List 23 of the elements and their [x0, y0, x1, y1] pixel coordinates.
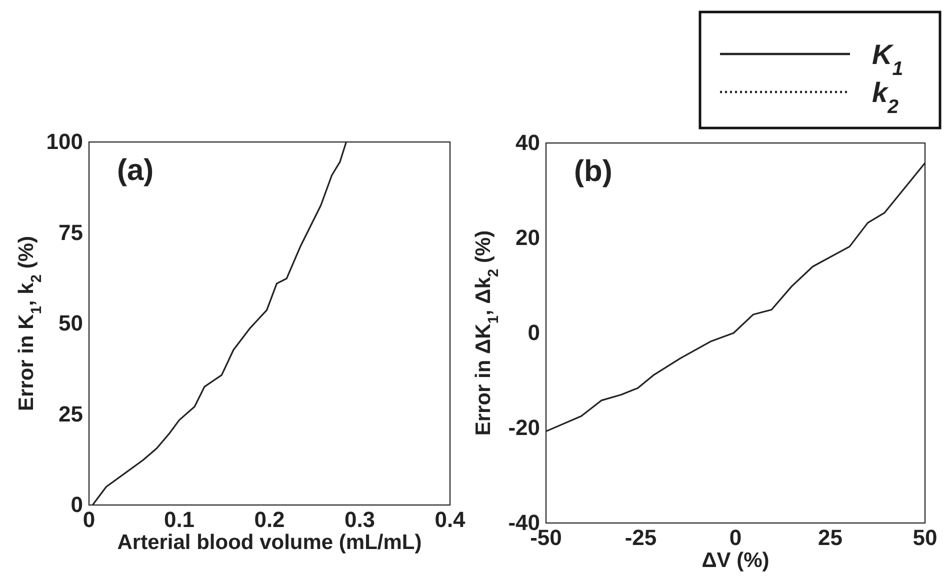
y-tick-label: 100	[46, 129, 83, 154]
y-tick-label: 50	[58, 310, 83, 336]
legend-label: k$_{2}$	[872, 77, 899, 118]
x-tick-label: 0.1	[164, 507, 195, 532]
x-tick-label: 50	[912, 525, 938, 550]
line-series	[92, 141, 348, 506]
chart-title: (a)	[117, 154, 154, 187]
x-axis-title: Arterial blood volume (mL/mL)	[117, 531, 422, 554]
x-tick-label: 0.2	[254, 507, 285, 532]
x-tick-label: 25	[818, 525, 842, 550]
chart-title: (b)	[574, 155, 612, 188]
x-tick-label: -25	[624, 525, 657, 550]
x-tick-label: 0.3	[344, 507, 376, 532]
x-axis-title: ΔV (%)	[702, 549, 770, 572]
y-tick-label: 20	[516, 225, 540, 250]
y-tick-label: 25	[58, 401, 83, 426]
y-tick-label: 75	[58, 220, 83, 245]
y-tick-label: -20	[508, 415, 540, 440]
y-tick-label: 0	[528, 320, 540, 345]
y-tick-label: 40	[516, 130, 540, 155]
x-tick-label: 0	[729, 525, 742, 550]
legend-label: K$_{1}$	[872, 39, 904, 80]
x-tick-label: 0.4	[434, 507, 466, 532]
